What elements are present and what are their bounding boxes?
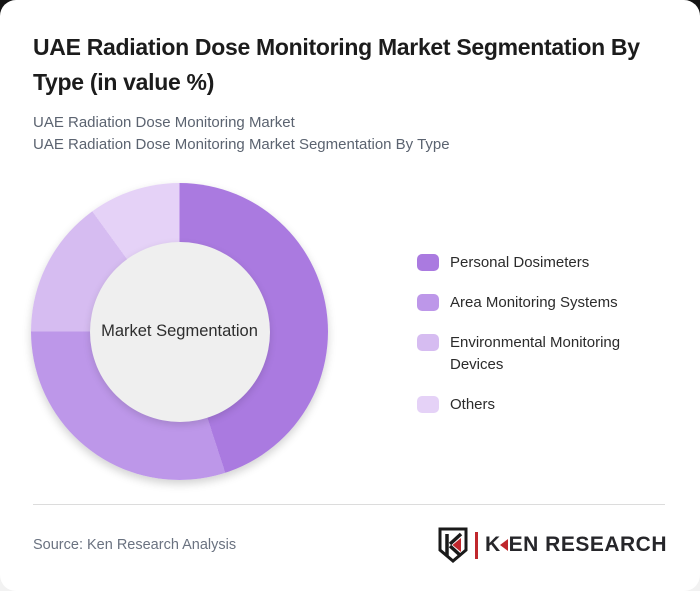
legend-item-others[interactable]: Others (417, 394, 655, 416)
ken-research-logo: K EN RESEARCH (438, 527, 667, 563)
donut-center: Market Segmentation (89, 241, 270, 422)
legend-item-environmental-monitoring-devices[interactable]: Environmental Monitoring Devices (417, 332, 655, 376)
legend-label-personal-dosimeters: Personal Dosimeters (450, 254, 590, 271)
legend-swatch-others (417, 396, 439, 413)
legend-swatch-environmental-monitoring-devices (417, 334, 439, 351)
logo-text-rest: EN RESEARCH (508, 533, 667, 556)
logo-text-k: K (484, 533, 501, 556)
ken-research-shield-icon (438, 527, 468, 563)
chart-legend: Personal Dosimeters Area Monitoring Syst… (417, 252, 655, 416)
legend-item-area-monitoring-systems[interactable]: Area Monitoring Systems (417, 292, 655, 314)
legend-item-personal-dosimeters[interactable]: Personal Dosimeters (417, 252, 655, 274)
logo-separator (475, 531, 478, 559)
chart-title: UAE Radiation Dose Monitoring Market Seg… (33, 34, 640, 95)
subtitle-line-1: UAE Radiation Dose Monitoring Market (33, 114, 295, 131)
legend-label-area-monitoring-systems: Area Monitoring Systems (450, 294, 618, 311)
chart-subtitle: UAE Radiation Dose Monitoring Market UAE… (33, 112, 450, 156)
legend-swatch-area-monitoring-systems (417, 294, 439, 311)
footer-divider (33, 504, 665, 505)
donut-chart: Market Segmentation (31, 183, 328, 480)
subtitle-line-2: UAE Radiation Dose Monitoring Market Seg… (33, 136, 450, 153)
donut-center-label: Market Segmentation (101, 322, 258, 340)
legend-swatch-personal-dosimeters (417, 254, 439, 271)
source-text: Source: Ken Research Analysis (33, 537, 237, 553)
logo-wordmark: K EN RESEARCH (485, 533, 667, 557)
logo-red-triangle-icon (499, 539, 508, 551)
legend-label-others: Others (450, 396, 496, 413)
legend-label-environmental-monitoring-devices: Environmental Monitoring Devices (450, 334, 621, 373)
